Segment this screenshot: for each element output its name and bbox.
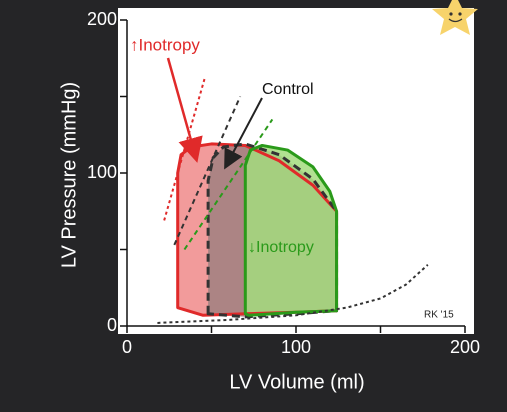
y-tick-label: 100: [87, 162, 117, 182]
y-tick-label: 0: [107, 315, 117, 335]
x-tick-label: 100: [281, 337, 311, 357]
annotation-arrow: [166, 57, 203, 163]
annotation: Control: [262, 81, 314, 98]
annotation-arrow: [224, 97, 263, 170]
relation-line: [183, 118, 274, 251]
y-tick-label: 200: [87, 9, 117, 29]
annotation: ↓Inotropy: [248, 239, 314, 256]
x-tick-label: 0: [122, 337, 132, 357]
annotation: ↑Inotropy: [130, 35, 200, 54]
star-mouth: [448, 18, 463, 23]
loop-outline: [243, 143, 339, 317]
star-eye: [449, 12, 453, 16]
star-icon: [432, 0, 478, 35]
x-axis-label: LV Volume (ml): [229, 371, 364, 393]
y-axis-label: LV Pressure (mmHg): [58, 82, 80, 268]
x-tick-label: 200: [450, 337, 480, 357]
relation-line: [173, 96, 242, 246]
relation-line: [157, 264, 429, 324]
star-eye: [458, 12, 462, 16]
signature: RK '15: [424, 310, 454, 321]
